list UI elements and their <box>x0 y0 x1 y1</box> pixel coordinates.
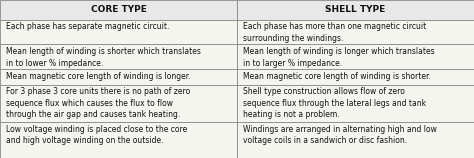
Bar <box>237 0 474 20</box>
Bar <box>237 122 474 158</box>
Bar <box>0 85 237 122</box>
Bar <box>237 20 474 44</box>
Text: Windings are arranged in alternating high and low
voltage coils in a sandwich or: Windings are arranged in alternating hig… <box>243 125 437 145</box>
Text: Low voltage winding is placed close to the core
and high voltage winding on the : Low voltage winding is placed close to t… <box>6 125 187 145</box>
Text: CORE TYPE: CORE TYPE <box>91 5 146 14</box>
Text: Mean magnetic core length of winding is longer.: Mean magnetic core length of winding is … <box>6 72 191 81</box>
Bar <box>0 69 237 85</box>
Bar <box>0 44 237 69</box>
Bar <box>0 0 237 20</box>
Bar <box>237 44 474 69</box>
Text: SHELL TYPE: SHELL TYPE <box>325 5 386 14</box>
Text: Shell type construction allows flow of zero
sequence flux through the lateral le: Shell type construction allows flow of z… <box>243 87 426 119</box>
Text: Mean magnetic core length of winding is shorter.: Mean magnetic core length of winding is … <box>243 72 430 81</box>
Text: Mean length of winding is longer which translates
in to larger % impedance.: Mean length of winding is longer which t… <box>243 47 434 68</box>
Bar <box>237 85 474 122</box>
Bar <box>0 20 237 44</box>
Text: For 3 phase 3 core units there is no path of zero
sequence flux which causes the: For 3 phase 3 core units there is no pat… <box>6 87 190 119</box>
Text: Each phase has more than one magnetic circuit
surrounding the windings.: Each phase has more than one magnetic ci… <box>243 22 426 43</box>
Text: Each phase has separate magnetic circuit.: Each phase has separate magnetic circuit… <box>6 22 169 31</box>
Text: Mean length of winding is shorter which translates
in to lower % impedance.: Mean length of winding is shorter which … <box>6 47 201 68</box>
Bar <box>0 122 237 158</box>
Bar <box>237 69 474 85</box>
